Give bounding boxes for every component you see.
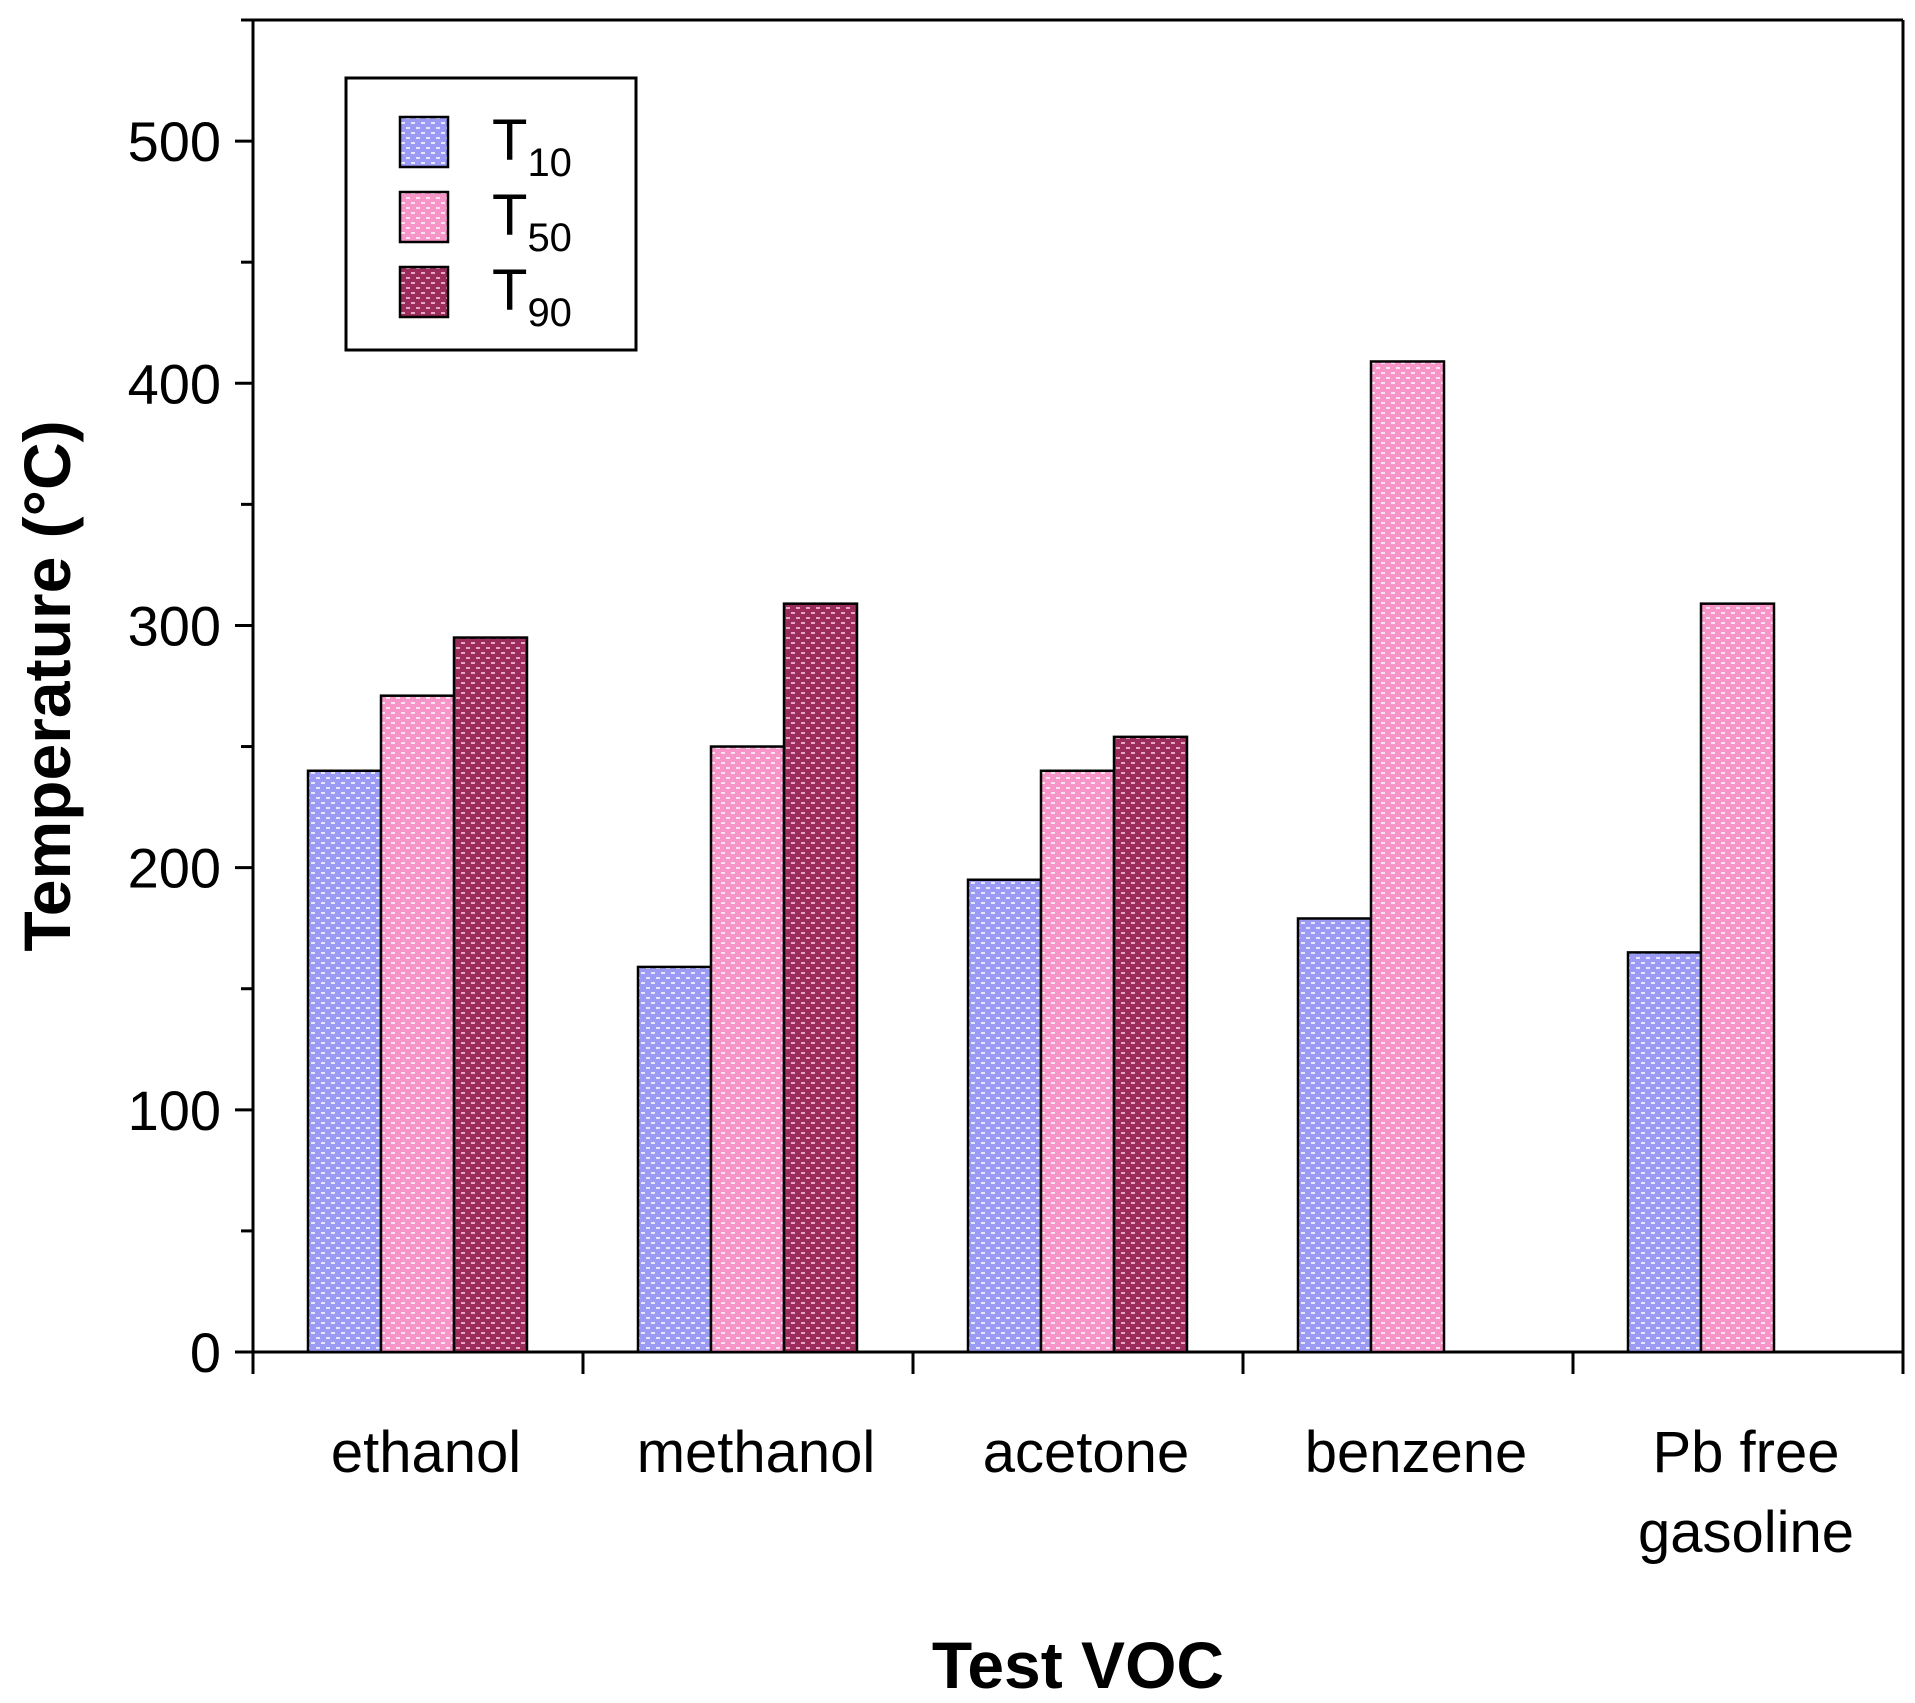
- y-axis-ticks: 0 100 200 300 400 500: [128, 18, 253, 1384]
- legend-label-subscript: 10: [527, 141, 572, 185]
- legend-label-subscript: 50: [527, 216, 572, 260]
- category-label: methanol: [637, 1420, 876, 1485]
- category-labels: ethanol methanol acetone benzene Pb free gaso…: [331, 1420, 1854, 1565]
- y-tick-label: 100: [128, 1079, 221, 1142]
- y-tick-label: 400: [128, 352, 221, 415]
- category-label: acetone: [983, 1420, 1189, 1485]
- bar-t10-2: [966, 878, 1043, 1354]
- category-label: Pb free: [1653, 1420, 1840, 1485]
- bar-t50-1: [709, 745, 786, 1354]
- bar-t10-4: [1626, 951, 1703, 1354]
- bar-t90-2: [1112, 735, 1189, 1354]
- bar-t50-4: [1699, 602, 1776, 1354]
- category-label: ethanol: [331, 1420, 521, 1485]
- bar-t90-1: [782, 602, 859, 1354]
- bar-t10-3: [1296, 917, 1373, 1354]
- legend-swatch-t90: [398, 265, 450, 319]
- y-tick-label: 0: [190, 1321, 221, 1384]
- legend-label: T50: [492, 183, 572, 260]
- legend-label: T90: [492, 258, 572, 335]
- y-tick-label: 500: [128, 110, 221, 173]
- legend-label-subscript: 90: [527, 291, 572, 335]
- bar-t10-0: [306, 769, 383, 1354]
- y-tick-label: 300: [128, 594, 221, 657]
- legend-box: [344, 76, 638, 352]
- bar-t50-0: [379, 694, 456, 1354]
- y-tick-label: 200: [128, 837, 221, 900]
- y-axis-title: Temperature (°C): [10, 420, 84, 951]
- bars: [306, 360, 1776, 1354]
- x-axis-ticks: [251, 1352, 1905, 1374]
- x-axis-title: Test VOC: [932, 1628, 1224, 1702]
- bar-t50-3: [1369, 360, 1446, 1354]
- legend-label-main: T: [492, 108, 527, 173]
- legend-swatch-t50: [398, 190, 450, 244]
- category-label: gasoline: [1638, 1500, 1854, 1565]
- legend-label-main: T: [492, 258, 527, 323]
- bar-t50-2: [1039, 769, 1116, 1354]
- bar-t10-1: [636, 965, 713, 1354]
- legend-swatch-t10: [398, 115, 450, 169]
- legend-label-main: T: [492, 183, 527, 248]
- legend-label: T10: [492, 108, 572, 185]
- category-label: benzene: [1305, 1420, 1528, 1485]
- bar-t90-0: [452, 636, 529, 1354]
